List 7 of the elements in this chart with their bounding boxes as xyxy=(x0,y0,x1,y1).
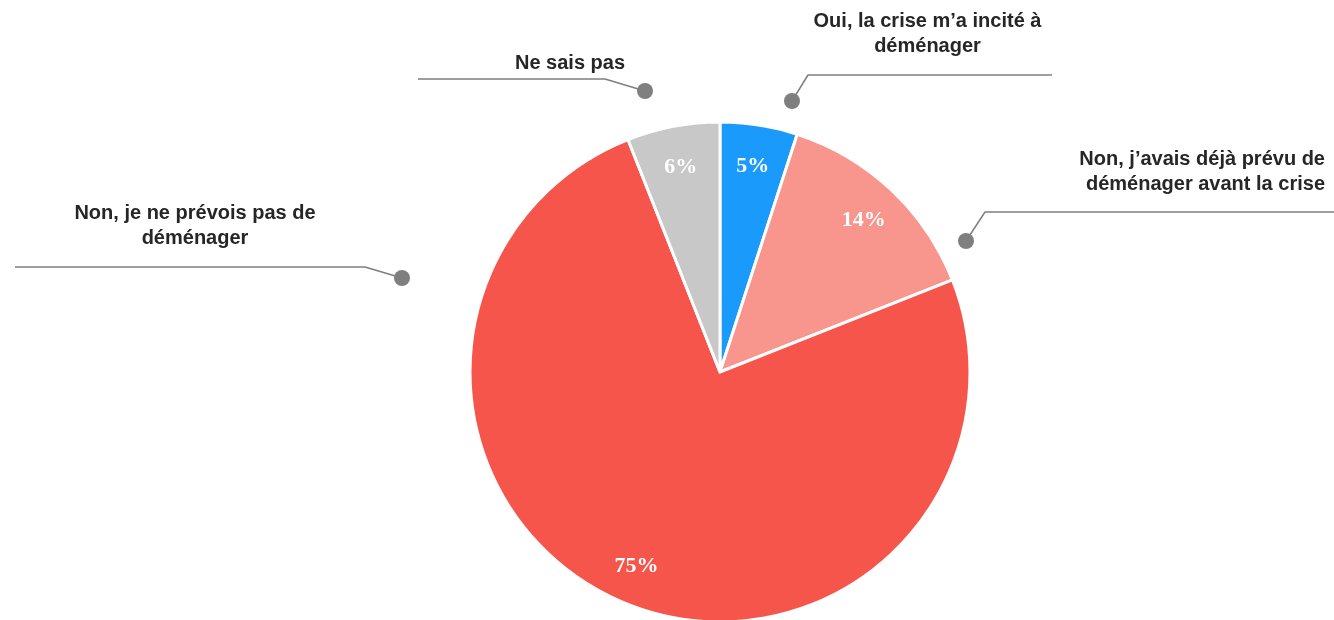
data-label: 5% xyxy=(736,152,770,178)
slice-label: Non, j’avais déjà prévu de déménager avant la crise xyxy=(1078,146,1325,196)
data-label: 14% xyxy=(841,206,886,232)
slice-label: Ne sais pas xyxy=(513,50,627,75)
slice-label: Non, je ne prévois pas de déménager xyxy=(73,200,317,250)
slice-label: Oui, la crise m’a incité à déménager xyxy=(812,8,1043,58)
data-label: 75% xyxy=(614,552,659,578)
